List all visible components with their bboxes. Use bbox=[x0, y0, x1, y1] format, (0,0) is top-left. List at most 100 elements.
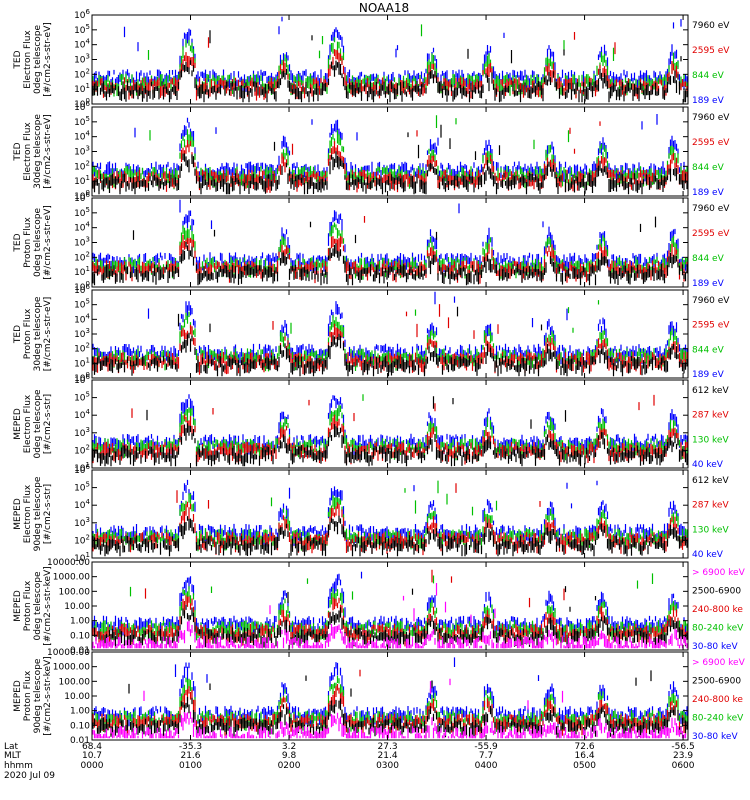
footer-value: 0500 bbox=[573, 761, 596, 771]
legend-label: 844 eV bbox=[692, 163, 725, 173]
series-trace-7960-ev bbox=[92, 124, 688, 195]
y-tick-label: 101 bbox=[74, 174, 90, 187]
panel-meped-proton-0deg: 0.010.101.0010.00100.001000.0010000.00ME… bbox=[13, 558, 746, 656]
legend-label: 287 keV bbox=[692, 411, 729, 421]
y-tick-label: 101 bbox=[74, 356, 90, 369]
chart-title: NOAA18 bbox=[359, 1, 409, 15]
panel-traces bbox=[92, 394, 688, 467]
footer-value: 7.7 bbox=[479, 751, 493, 761]
series-trace-2595-ev bbox=[92, 216, 688, 284]
legend-label: 7960 eV bbox=[692, 296, 730, 306]
series-trace-7960-ev bbox=[92, 216, 688, 286]
legend-label: 844 eV bbox=[692, 71, 725, 81]
y-tick-label: 103 bbox=[74, 516, 90, 529]
footer-row-label: MLT bbox=[4, 751, 22, 761]
y-tick-label: 103 bbox=[74, 327, 90, 340]
y-tick-label: 103 bbox=[74, 426, 90, 439]
footer-value: -35.3 bbox=[179, 742, 202, 752]
y-tick-label: 102 bbox=[74, 250, 90, 263]
y-axis-label: TEDProton Flux0deg telescope[#/cm2-s-str… bbox=[13, 205, 53, 280]
legend-label: 130 keV bbox=[692, 525, 729, 535]
series-trace-7960-ev bbox=[92, 306, 688, 377]
y-tick-label: 10.00 bbox=[64, 692, 90, 702]
panel-meped-proton-90deg: 0.01 0.10 1.00 10.00 100.00 1000.00 10000.00ME… bbox=[13, 648, 746, 746]
y-tick-label: 104 bbox=[74, 38, 90, 51]
legend-label: 240-800 ke bbox=[692, 695, 743, 705]
legend-label: 7960 eV bbox=[692, 204, 730, 214]
legend-label: 189 eV bbox=[692, 188, 725, 198]
y-tick-label: 0.01 bbox=[70, 646, 90, 656]
footer-value: 0000 bbox=[81, 761, 104, 771]
legend-label: 844 eV bbox=[692, 254, 725, 264]
footer-value: 9.8 bbox=[282, 751, 297, 761]
footer-value: 72.6 bbox=[575, 742, 595, 752]
panel-traces bbox=[92, 199, 688, 286]
legend-label: 189 eV bbox=[692, 96, 725, 106]
y-axis-label: MEPEDElectron Flux90deg telescope[#/cm2-… bbox=[13, 476, 53, 551]
y-axis-label: MEPEDProton Flux0deg telescope[#/cm2-s-s… bbox=[13, 566, 53, 645]
y-tick-label: 105 bbox=[74, 481, 90, 494]
footer-value: 10.7 bbox=[82, 751, 102, 761]
y-tick-label: 1000.00 bbox=[53, 573, 90, 583]
y-tick-label: 102 bbox=[74, 533, 90, 546]
y-tick-label: 104 bbox=[74, 130, 90, 143]
footer-value: 16.4 bbox=[575, 751, 595, 761]
footer-value: 0400 bbox=[475, 761, 498, 771]
legend-label: 40 keV bbox=[692, 460, 724, 470]
legend-label: 7960 eV bbox=[692, 113, 730, 123]
footer-value: 68.4 bbox=[82, 742, 102, 752]
footer-value: 21.4 bbox=[378, 751, 398, 761]
y-tick-label: 101 bbox=[74, 265, 90, 278]
footer-value: 23.9 bbox=[673, 751, 693, 761]
footer-value: 3.2 bbox=[282, 742, 296, 752]
panel-frame bbox=[91, 469, 689, 559]
y-tick-label: 10000.00 bbox=[47, 648, 90, 658]
y-tick-label: 105 bbox=[74, 391, 90, 404]
panel-traces bbox=[92, 569, 688, 649]
footer-value: 0200 bbox=[278, 761, 301, 771]
footer-value: 0300 bbox=[376, 761, 399, 771]
series-trace-612-kev bbox=[92, 515, 688, 557]
y-tick-label: 102 bbox=[74, 67, 90, 80]
y-tick-label: 0.10 bbox=[70, 631, 90, 641]
y-tick-label: 104 bbox=[74, 498, 90, 511]
footer-value: 21.6 bbox=[180, 751, 200, 761]
panel-traces bbox=[92, 16, 688, 103]
y-axis-label: TEDElectron Flux0deg telescope[#/cm2-s-s… bbox=[13, 22, 53, 97]
y-tick-label: 101 bbox=[74, 82, 90, 95]
legend-label: 612 keV bbox=[692, 476, 729, 486]
date-label: 2020 Jul 09 bbox=[4, 771, 55, 781]
footer-row-label: hhmm bbox=[4, 761, 33, 771]
y-tick-label: 105 bbox=[74, 298, 90, 311]
panel-traces bbox=[92, 291, 688, 377]
legend-label: 2500-6900 bbox=[692, 587, 741, 597]
legend-label: 844 eV bbox=[692, 345, 725, 355]
legend-label: > 6900 keV bbox=[692, 658, 746, 668]
footer-value: 27.3 bbox=[378, 742, 398, 752]
footer-value: -55.9 bbox=[474, 742, 498, 752]
y-tick-label: 103 bbox=[74, 236, 90, 249]
series-trace-612-kev bbox=[92, 396, 688, 467]
legend-label: 30-80 keV bbox=[692, 732, 738, 742]
panel-traces bbox=[92, 479, 688, 557]
y-tick-label: 100.00 bbox=[59, 587, 91, 597]
y-axis-label: TEDElectron Flux30deg telescope[#/cm2-s-… bbox=[13, 114, 53, 189]
legend-label: 80-240 keV bbox=[692, 624, 744, 634]
y-axis-label: MEPEDElectron Flux0deg telescope[#/cm2-s… bbox=[13, 389, 53, 459]
y-tick-label: 106 bbox=[74, 8, 90, 21]
legend-label: 7960 eV bbox=[692, 21, 730, 31]
legend-label: 2595 eV bbox=[692, 229, 730, 239]
footer-value: 0100 bbox=[179, 761, 202, 771]
y-tick-label: 1000.00 bbox=[53, 663, 90, 673]
panel-traces bbox=[92, 114, 688, 195]
y-axis-label: TEDProton Flux30deg telescope[#/cm2-s-st… bbox=[13, 296, 53, 371]
legend-label: 2595 eV bbox=[692, 46, 730, 56]
y-tick-label: 0.10 bbox=[70, 721, 90, 731]
legend-label: 287 keV bbox=[692, 501, 729, 511]
legend-label: 80-240 keV bbox=[692, 714, 744, 724]
y-tick-label: 105 bbox=[74, 23, 90, 36]
